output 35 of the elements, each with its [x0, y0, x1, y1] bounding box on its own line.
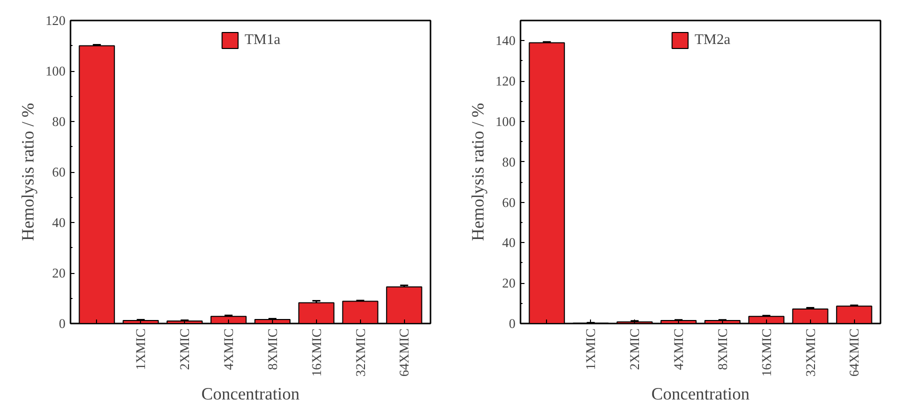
legend-label: TM1a: [244, 32, 280, 48]
y-tick-label: 100: [46, 64, 66, 78]
legend-label: TM2a: [694, 32, 730, 48]
x-tick-label: 32XMIC: [802, 328, 818, 377]
x-tick-label: 64XMIC: [846, 328, 862, 377]
x-tick-label: 8XMIC: [264, 328, 280, 370]
y-tick-label: 60: [502, 194, 516, 210]
y-tick-label: 140: [496, 33, 516, 48]
y-tick-label: 0: [58, 316, 66, 331]
y-tick-label: 80: [502, 154, 516, 170]
y-axis-title: Hemolysis ratio / %: [468, 102, 488, 242]
y-tick-label: 80: [52, 114, 66, 129]
y-axis-title: Hemolysis ratio / %: [18, 102, 38, 242]
x-tick-label: 8XMIC: [714, 328, 730, 370]
x-axis-title: Concentration: [651, 384, 750, 404]
y-tick-label: 120: [496, 74, 516, 89]
x-tick-label: 64XMIC: [396, 328, 412, 377]
y-tick-label: 20: [52, 266, 66, 280]
x-axis-title: Concentration: [201, 384, 300, 404]
y-tick-label: 60: [52, 164, 66, 180]
x-tick-label: 16XMIC: [758, 328, 774, 377]
y-tick-label: 120: [46, 13, 66, 28]
x-tick-label: 16XMIC: [308, 328, 324, 377]
y-tick-label: 40: [52, 215, 66, 230]
x-tick-label: 1XMIC: [133, 328, 148, 370]
y-tick-label: 20: [502, 276, 516, 291]
x-tick-label: 2XMIC: [177, 328, 192, 370]
y-tick-label: 40: [502, 235, 516, 250]
x-tick-label: 1XMIC: [583, 328, 598, 370]
x-tick-label: 4XMIC: [671, 328, 686, 370]
y-tick-label: 100: [496, 114, 516, 129]
x-tick-label: 32XMIC: [352, 328, 368, 377]
y-tick-label: 0: [508, 316, 516, 331]
x-tick-label: 2XMIC: [627, 328, 642, 370]
x-tick-label: 4XMIC: [221, 328, 236, 370]
